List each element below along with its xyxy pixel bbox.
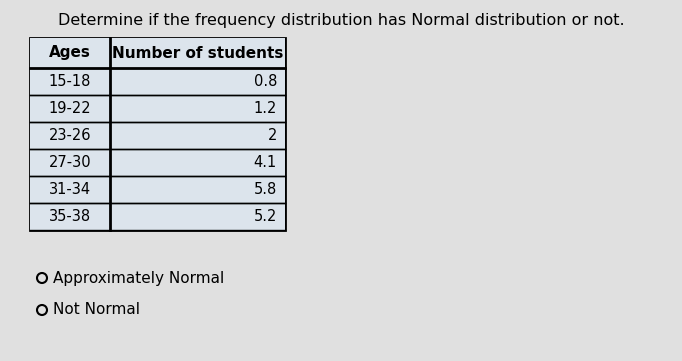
Text: 23-26: 23-26 xyxy=(48,128,91,143)
Text: Determine if the frequency distribution has Normal distribution or not.: Determine if the frequency distribution … xyxy=(58,13,624,28)
Bar xyxy=(30,176,285,203)
Bar xyxy=(30,68,285,95)
Text: Not Normal: Not Normal xyxy=(53,303,140,318)
Bar xyxy=(30,95,285,122)
Text: 15-18: 15-18 xyxy=(49,74,91,89)
Text: 5.2: 5.2 xyxy=(254,209,277,224)
Text: 31-34: 31-34 xyxy=(49,182,91,197)
Text: 2: 2 xyxy=(267,128,277,143)
Text: Approximately Normal: Approximately Normal xyxy=(53,270,224,286)
Text: 4.1: 4.1 xyxy=(254,155,277,170)
Text: 27-30: 27-30 xyxy=(48,155,91,170)
Text: Ages: Ages xyxy=(49,45,91,61)
Text: Number of students: Number of students xyxy=(112,45,283,61)
Text: 19-22: 19-22 xyxy=(48,101,91,116)
Text: 1.2: 1.2 xyxy=(254,101,277,116)
Bar xyxy=(30,149,285,176)
Text: 0.8: 0.8 xyxy=(254,74,277,89)
Bar xyxy=(30,203,285,230)
Bar xyxy=(30,38,285,68)
Text: 5.8: 5.8 xyxy=(254,182,277,197)
Text: 35-38: 35-38 xyxy=(49,209,91,224)
Bar xyxy=(30,122,285,149)
